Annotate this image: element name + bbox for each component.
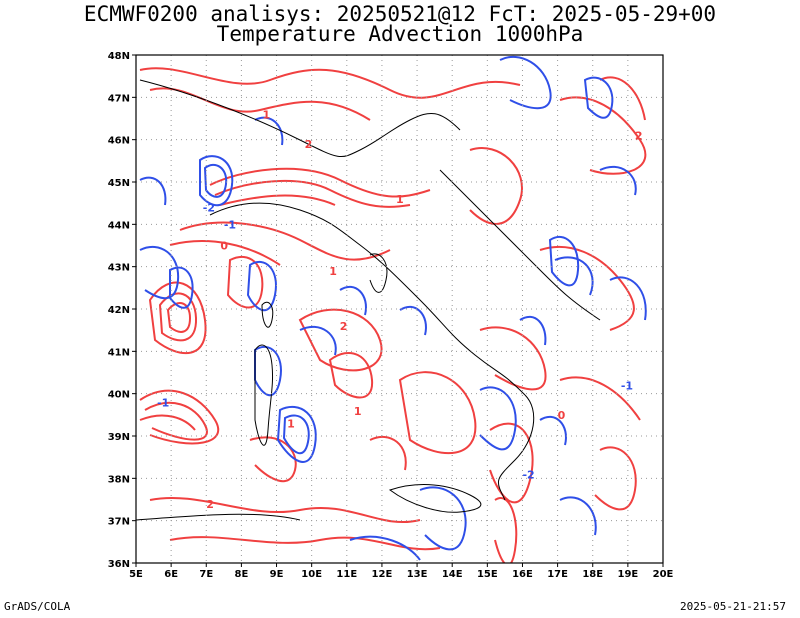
contour-label: 1: [354, 405, 362, 418]
lon-label: 14E: [442, 569, 463, 580]
coastline-borders: [136, 79, 601, 521]
lat-label: 47N: [108, 93, 130, 104]
lon-label: 12E: [372, 569, 393, 580]
lat-label: 40N: [108, 390, 130, 401]
lon-label: 8E: [235, 569, 249, 580]
axis-labels: 5E 6E 7E 8E 9E 10E 11E 12E 13E 14E 15E 16E 17E 18E 19E…: [108, 51, 674, 580]
lon-label: 11E: [336, 569, 357, 580]
lat-label: 48N: [108, 51, 130, 62]
contour-label: -1: [224, 219, 236, 232]
contour-label: -2: [203, 202, 215, 215]
contour-label: -1: [157, 396, 169, 409]
contour-label: 1: [396, 193, 404, 206]
map-title-line1: ECMWF0200 analisys: 20250521@12 FcT: 202…: [83, 2, 717, 26]
lat-label: 36N: [108, 559, 130, 570]
lat-label: 45N: [108, 178, 130, 189]
contour-label: 1: [262, 109, 270, 122]
lat-label: 42N: [108, 305, 130, 316]
lat-label: 43N: [108, 263, 130, 274]
lon-label: 9E: [270, 569, 284, 580]
contour-label: 2: [206, 498, 214, 511]
lat-label: 37N: [108, 517, 130, 528]
lon-label: 10E: [301, 569, 322, 580]
contour-label: -2: [522, 468, 534, 481]
footer-timestamp: 2025-05-21-21:57: [680, 600, 786, 613]
lon-label: 19E: [617, 569, 638, 580]
contour-label: 1: [287, 418, 295, 431]
warm-advection-contours: [139, 67, 647, 563]
lat-label: 41N: [108, 347, 130, 358]
footer-software: GrADS/COLA: [4, 600, 71, 613]
lat-label: 44N: [108, 220, 130, 231]
map-title-line2: Temperature Advection 1000hPa: [216, 22, 584, 46]
contour-label: 2: [635, 130, 643, 143]
lon-label: 20E: [653, 569, 674, 580]
contour-label: 1: [329, 265, 337, 278]
contour-label: 2: [305, 138, 313, 151]
lat-label: 39N: [108, 432, 130, 443]
contour-value-labels: 1 2 -2 -1 0 1 2 -1 1 -2 2 1 0 -1 1 2: [157, 109, 642, 511]
contour-label: -1: [621, 379, 633, 392]
lon-label: 18E: [582, 569, 603, 580]
lon-label: 7E: [199, 569, 213, 580]
lat-label: 46N: [108, 136, 130, 147]
contour-label: 0: [558, 409, 566, 422]
lon-label: 15E: [477, 569, 498, 580]
lat-label: 38N: [108, 474, 130, 485]
contour-label: 2: [340, 320, 348, 333]
lon-label: 13E: [407, 569, 428, 580]
lon-label: 5E: [129, 569, 143, 580]
lon-label: 16E: [512, 569, 533, 580]
contour-field: [136, 55, 647, 563]
lon-label: 6E: [164, 569, 178, 580]
cold-advection-contours: [139, 55, 647, 561]
lon-label: 17E: [547, 569, 568, 580]
contour-label: 0: [220, 240, 228, 253]
